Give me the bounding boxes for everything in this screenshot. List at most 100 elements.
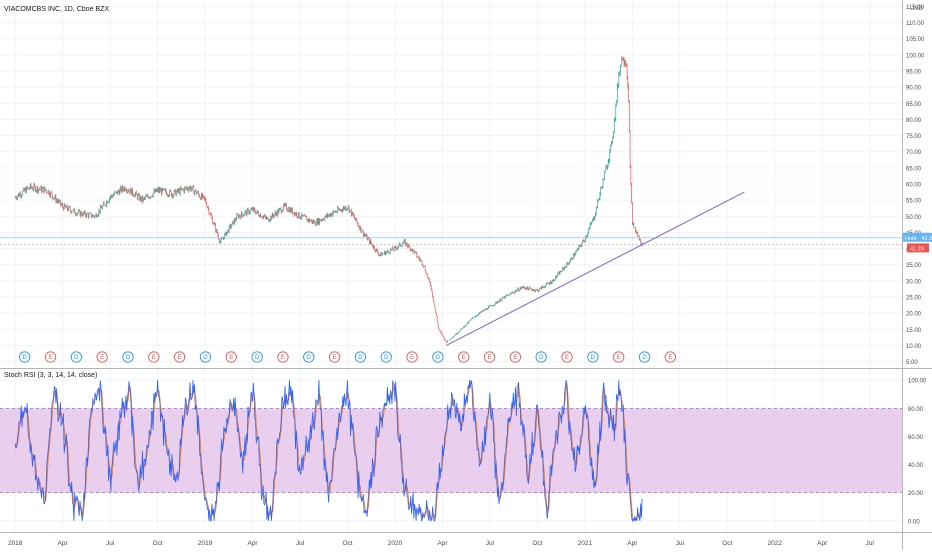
event-marker-badge [638,351,651,363]
hold-price-tag[interactable] [903,232,932,242]
rsi-tick-label: 40.00 [908,463,924,469]
event-marker-letter: D [591,355,596,361]
dividend-marker[interactable]: D [535,351,547,363]
support-trendline[interactable] [446,191,745,346]
earnings-marker[interactable]: E [44,351,57,363]
currency-label: USD [910,6,923,12]
dividend-marker[interactable]: D [70,351,82,363]
rsi-tick-label: 60.00 [908,435,924,441]
earnings-marker[interactable]: E [613,351,625,363]
price-tick-label: 85.00 [906,102,922,108]
earnings-marker[interactable]: E [96,351,108,363]
price-tick-label: 80.00 [906,118,922,124]
event-marker-badge [70,351,82,363]
rsi-title[interactable]: Stoch RSI (3, 3, 14, 14, close) [4,372,97,379]
event-marker-letter: E [565,355,569,361]
earnings-marker[interactable]: E [509,351,522,363]
dividend-marker[interactable]: D [199,351,212,363]
dividend-marker[interactable]: D [122,351,134,363]
event-marker-badge [277,351,289,363]
earnings-marker[interactable]: E [458,351,470,363]
price-tick-label: 35.00 [906,263,922,269]
earnings-marker[interactable]: E [664,351,676,363]
time-tick-label: Jul [676,540,685,547]
dividend-marker[interactable]: D [19,351,31,363]
earnings-marker[interactable]: E [173,351,186,363]
last-price-tag [907,243,929,253]
hold-price-label: Hold · 43.34 [905,236,932,242]
price-tick-label: 70.00 [906,150,922,156]
event-marker-badge [354,351,367,363]
earnings-marker[interactable]: E [561,351,573,363]
time-tick-label: Apr [627,540,638,547]
dividend-marker[interactable]: D [432,351,444,363]
event-marker-badge [561,351,573,363]
price-tick-label: 90.00 [906,86,922,92]
event-marker-letter: E [100,355,104,361]
dividend-marker[interactable]: D [587,351,599,363]
dividend-marker[interactable]: D [251,351,263,363]
time-tick-label: 2020 [388,540,403,547]
trendline[interactable] [446,191,745,346]
price-tick-label: 30.00 [906,279,922,285]
price-tick-label: 25.00 [906,295,922,301]
event-marker-letter: E [488,355,492,361]
event-marker-badge [587,351,599,363]
earnings-marker[interactable]: E [277,351,289,363]
rsi-tick-label: 100.00 [908,379,927,385]
time-tick-label: Apr [58,540,69,547]
event-marker-letter: E [513,355,517,361]
event-marker-badge [225,351,237,363]
event-marker-letter: D [203,355,208,361]
time-tick-label: 2022 [768,540,783,547]
time-tick-label: 2021 [578,540,593,547]
dividend-marker[interactable]: D [354,351,367,363]
event-marker-letter: D [255,355,260,361]
event-marker-letter: D [642,355,647,361]
dividend-marker[interactable]: D [380,351,392,363]
time-tick-label: 2019 [198,540,213,547]
rsi-tick-label: 0.00 [908,519,920,525]
time-tick-label: Apr [817,540,828,547]
price-tick-label: 50.00 [906,215,922,221]
stoch-k-line [14,380,643,523]
price-tick-label: 15.00 [906,328,922,334]
last-price-label: 41.29 [910,246,924,252]
earnings-marker[interactable]: E [328,351,341,363]
event-marker-letter: D [436,355,441,361]
symbol-title[interactable]: VIACOMCBS INC, 1D, Cboe BZX [4,6,109,13]
price-tick-label: 10.00 [906,344,922,350]
earnings-marker[interactable]: E [406,351,418,363]
earnings-marker[interactable]: E [225,351,237,363]
earnings-marker[interactable]: E [483,351,496,363]
time-tick-label: Oct [153,540,163,547]
time-tick-label: Jul [486,540,495,547]
time-tick-label: Apr [437,540,448,547]
event-marker-badge [44,351,57,363]
event-marker-letter: D [307,355,312,361]
price-tick-label: 105.00 [906,37,925,43]
rsi-tick-label: 80.00 [908,407,924,413]
event-marker-letter: E [49,355,53,361]
event-marker-letter: E [333,355,337,361]
event-marker-letter: D [358,355,363,361]
earnings-marker[interactable]: E [148,351,160,363]
event-marker-badge [328,351,341,363]
dividend-marker[interactable]: D [638,351,651,363]
event-marker-badge [432,351,444,363]
dividend-marker[interactable]: D [303,351,315,363]
event-marker-badge [406,351,418,363]
event-marker-badge [122,351,134,363]
event-marker-letter: E [281,355,285,361]
event-marker-letter: E [617,355,621,361]
event-marker-badge [19,351,31,363]
event-marker-badge [303,351,315,363]
event-marker-badge [380,351,392,363]
event-marker-letter: E [462,355,466,361]
time-tick-label: Oct [532,540,542,547]
event-marker-letter: E [668,355,672,361]
